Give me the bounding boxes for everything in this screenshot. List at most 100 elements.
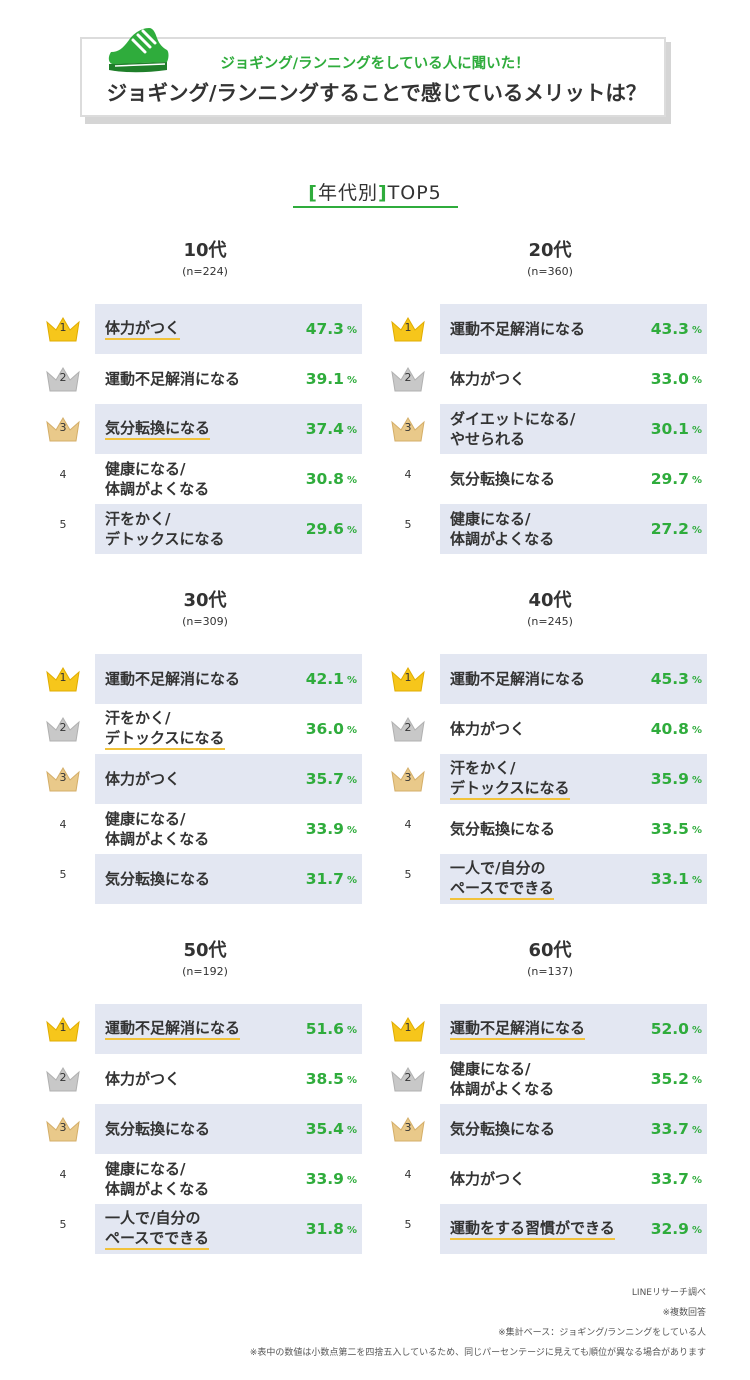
header-subtitle: ジョギング/ランニングをしている人に聞いた！ <box>220 56 530 72</box>
value-number: 37.4 <box>305 420 344 438</box>
rank-number: 1 <box>59 321 67 334</box>
value-number: 35.9 <box>650 770 689 788</box>
item-label: 気分転換になる <box>450 470 556 488</box>
rank-number: 2 <box>59 1071 67 1084</box>
percentage-value: 27.2% <box>640 504 702 554</box>
rank-number: 5 <box>404 518 412 531</box>
item-label: 体力がつく <box>450 1170 526 1188</box>
percentage-value: 33.7% <box>640 1104 702 1154</box>
ranking-row: 1 運動不足解消になる 45.3% <box>390 654 710 704</box>
age-group-label: 10代 <box>183 240 227 261</box>
ranking-row: 2 運動不足解消になる 39.1% <box>45 354 365 404</box>
ranking-row: 4 健康になる/ 体調がよくなる 33.9% <box>45 1154 365 1204</box>
item-container: 汗をかく/ デトックスになる <box>105 504 295 554</box>
item-container: 一人で/自分の ペースでできる <box>450 854 640 904</box>
footnotes: LINEリサーチ調べ ※複数回答 ※集計ベース：ジョギング/ランニングをしている… <box>250 1283 706 1363</box>
crown-icon <box>45 1111 81 1147</box>
rank-number: 1 <box>59 1021 67 1034</box>
item-container: 気分転換になる <box>105 854 295 904</box>
percent-sign: % <box>691 1075 702 1086</box>
ranking-row: 1 運動不足解消になる 51.6% <box>45 1004 365 1054</box>
value-number: 33.0 <box>650 370 689 388</box>
sample-size: (n=245) <box>527 615 573 628</box>
value-number: 31.8 <box>305 1220 344 1238</box>
age-group-header: 20代 (n=360) <box>390 241 710 280</box>
percentage-value: 33.1% <box>640 854 702 904</box>
value-number: 36.0 <box>305 720 344 738</box>
value-number: 52.0 <box>650 1020 689 1038</box>
rank-number: 2 <box>404 1071 412 1084</box>
section-title-bracket-left: [ <box>308 182 318 204</box>
row-background <box>95 754 362 804</box>
crown-icon <box>45 411 81 447</box>
rank-number: 2 <box>59 721 67 734</box>
item-label: 運動不足解消になる <box>105 1018 241 1040</box>
crown-icon <box>45 661 81 697</box>
rank-number: 1 <box>404 321 412 334</box>
value-number: 31.7 <box>305 870 344 888</box>
sample-size: (n=192) <box>182 965 228 978</box>
percent-sign: % <box>346 725 357 736</box>
value-number: 29.7 <box>650 470 689 488</box>
percent-sign: % <box>346 375 357 386</box>
rank-number: 4 <box>404 468 412 481</box>
percentage-value: 38.5% <box>295 1054 357 1104</box>
percentage-value: 29.6% <box>295 504 357 554</box>
ranking-block-30s: 30代 (n=309) 1 運動不足解消になる 42.1% 2 汗をかく/ デトックスになる… <box>45 591 365 911</box>
row-background <box>95 1004 362 1054</box>
rank-number: 4 <box>404 818 412 831</box>
percent-sign: % <box>691 525 702 536</box>
age-group-label: 30代 <box>183 590 227 611</box>
item-label: 一人で/自分の ペースでできる <box>450 858 554 900</box>
row-background <box>440 754 707 804</box>
percentage-value: 40.8% <box>640 704 702 754</box>
ranking-row: 2 体力がつく 33.0% <box>390 354 710 404</box>
percentage-value: 33.5% <box>640 804 702 854</box>
value-number: 33.9 <box>305 1170 344 1188</box>
age-group-label: 20代 <box>528 240 572 261</box>
ranking-row: 3 気分転換になる 35.4% <box>45 1104 365 1154</box>
percentage-value: 29.7% <box>640 454 702 504</box>
ranking-row: 3 ダイエットになる/ やせられる 30.1% <box>390 404 710 454</box>
percent-sign: % <box>691 675 702 686</box>
percent-sign: % <box>691 875 702 886</box>
rank-number: 3 <box>59 421 67 434</box>
row-background <box>95 654 362 704</box>
ranking-row: 4 健康になる/ 体調がよくなる 33.9% <box>45 804 365 854</box>
ranking-row: 4 体力がつく 33.7% <box>390 1154 710 1204</box>
rank-number: 4 <box>59 1168 67 1181</box>
percent-sign: % <box>346 1025 357 1036</box>
percentage-value: 35.7% <box>295 754 357 804</box>
crown-icon <box>45 1011 81 1047</box>
item-container: 運動不足解消になる <box>450 1004 640 1054</box>
ranking-row: 1 運動不足解消になる 43.3% <box>390 304 710 354</box>
percentage-value: 35.2% <box>640 1054 702 1104</box>
footnote-base: ※集計ベース：ジョギング/ランニングをしている人 <box>498 1328 706 1338</box>
item-container: ダイエットになる/ やせられる <box>450 404 640 454</box>
row-background <box>440 1004 707 1054</box>
ranking-row: 4 気分転換になる 33.5% <box>390 804 710 854</box>
ranking-row: 2 体力がつく 38.5% <box>45 1054 365 1104</box>
item-container: 一人で/自分の ペースでできる <box>105 1204 295 1254</box>
row-background <box>440 1104 707 1154</box>
item-label: 気分転換になる <box>450 820 556 838</box>
item-label: 体力がつく <box>105 1070 181 1088</box>
item-container: 運動不足解消になる <box>450 304 640 354</box>
header-box <box>80 37 666 117</box>
percentage-value: 37.4% <box>295 404 357 454</box>
item-container: 気分転換になる <box>450 454 640 504</box>
row-background <box>95 1104 362 1154</box>
percent-sign: % <box>346 825 357 836</box>
value-number: 29.6 <box>305 520 344 538</box>
age-group-label: 40代 <box>528 590 572 611</box>
percent-sign: % <box>346 325 357 336</box>
age-group-header: 60代 (n=137) <box>390 941 710 980</box>
item-label: 気分転換になる <box>105 1120 211 1138</box>
percent-sign: % <box>346 775 357 786</box>
item-label: 運動不足解消になる <box>105 670 241 688</box>
value-number: 45.3 <box>650 670 689 688</box>
rank-number: 5 <box>59 868 67 881</box>
row-background <box>440 404 707 454</box>
item-label: 運動不足解消になる <box>450 670 586 688</box>
ranking-row: 5 健康になる/ 体調がよくなる 27.2% <box>390 504 710 554</box>
